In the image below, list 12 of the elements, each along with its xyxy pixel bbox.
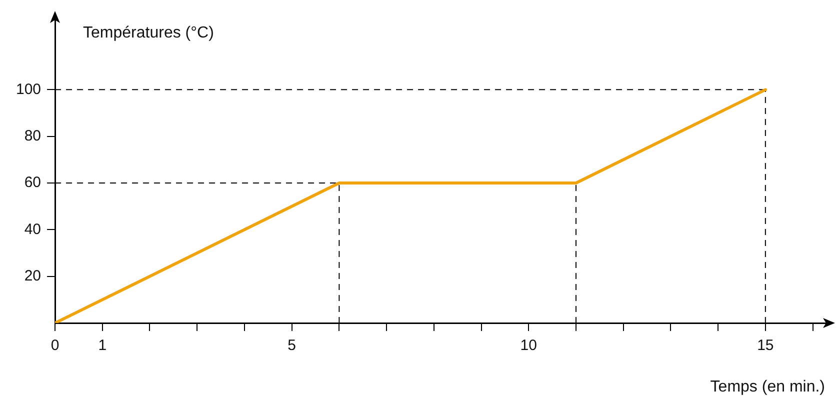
- y-tick-label: 80: [24, 127, 42, 144]
- x-tick-label: 0: [50, 337, 60, 354]
- x-axis-title: Temps (en min.): [710, 378, 825, 396]
- x-tick-label: 1: [98, 337, 107, 354]
- x-tick-label: 10: [520, 337, 537, 354]
- x-tick-label: 15: [757, 337, 774, 354]
- y-tick-label: 60: [24, 174, 42, 192]
- y-tick-label: 40: [24, 220, 42, 238]
- y-axis-title: Températures (°C): [83, 24, 214, 42]
- x-tick-label: 5: [288, 337, 296, 354]
- y-tick-label: 20: [24, 267, 42, 284]
- y-tick-label: 100: [16, 80, 42, 98]
